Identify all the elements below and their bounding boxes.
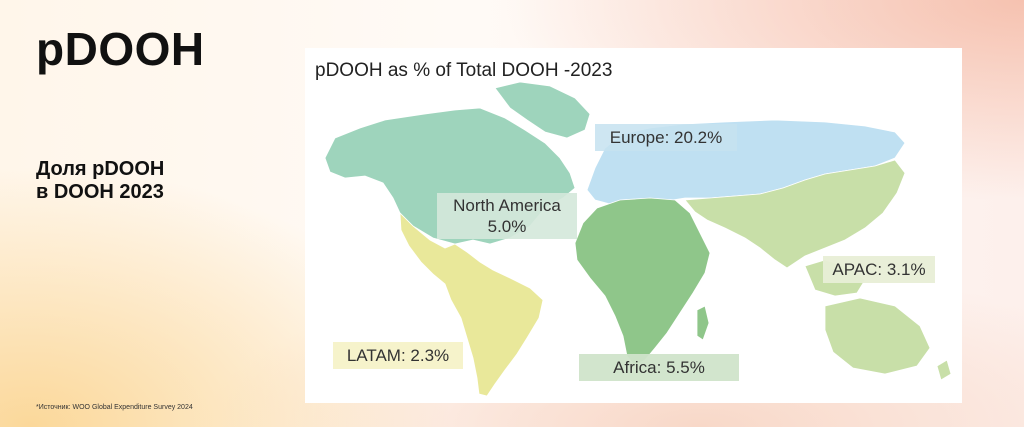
subtitle-line-2: в DOOH 2023 [36, 181, 164, 203]
map-title: pDOOH as % of Total DOOH -2023 [315, 60, 613, 81]
source-footnote: *Источник: WOO Global Expenditure Survey… [36, 404, 193, 411]
page-title: pDOOH [36, 23, 205, 75]
label-europe: Europe: 20.2% [595, 124, 737, 151]
label-latam: LATAM: 2.3% [333, 342, 463, 369]
label-north-america-value: 5.0% [487, 217, 527, 236]
region-africa [574, 197, 711, 367]
label-africa: Africa: 5.5% [579, 354, 739, 381]
region-apac [684, 159, 952, 381]
page-subtitle: Доля pDOOH в DOOH 2023 [36, 158, 256, 204]
label-north-america: North America 5.0% [437, 193, 577, 239]
label-apac: APAC: 3.1% [823, 256, 935, 283]
subtitle-line-1: Доля pDOOH [36, 158, 165, 180]
region-latam [399, 211, 544, 397]
label-north-america-name: North America [453, 196, 561, 215]
map-panel: pDOOH as % of Total DOOH -2023 Europe: 2… [305, 48, 962, 403]
